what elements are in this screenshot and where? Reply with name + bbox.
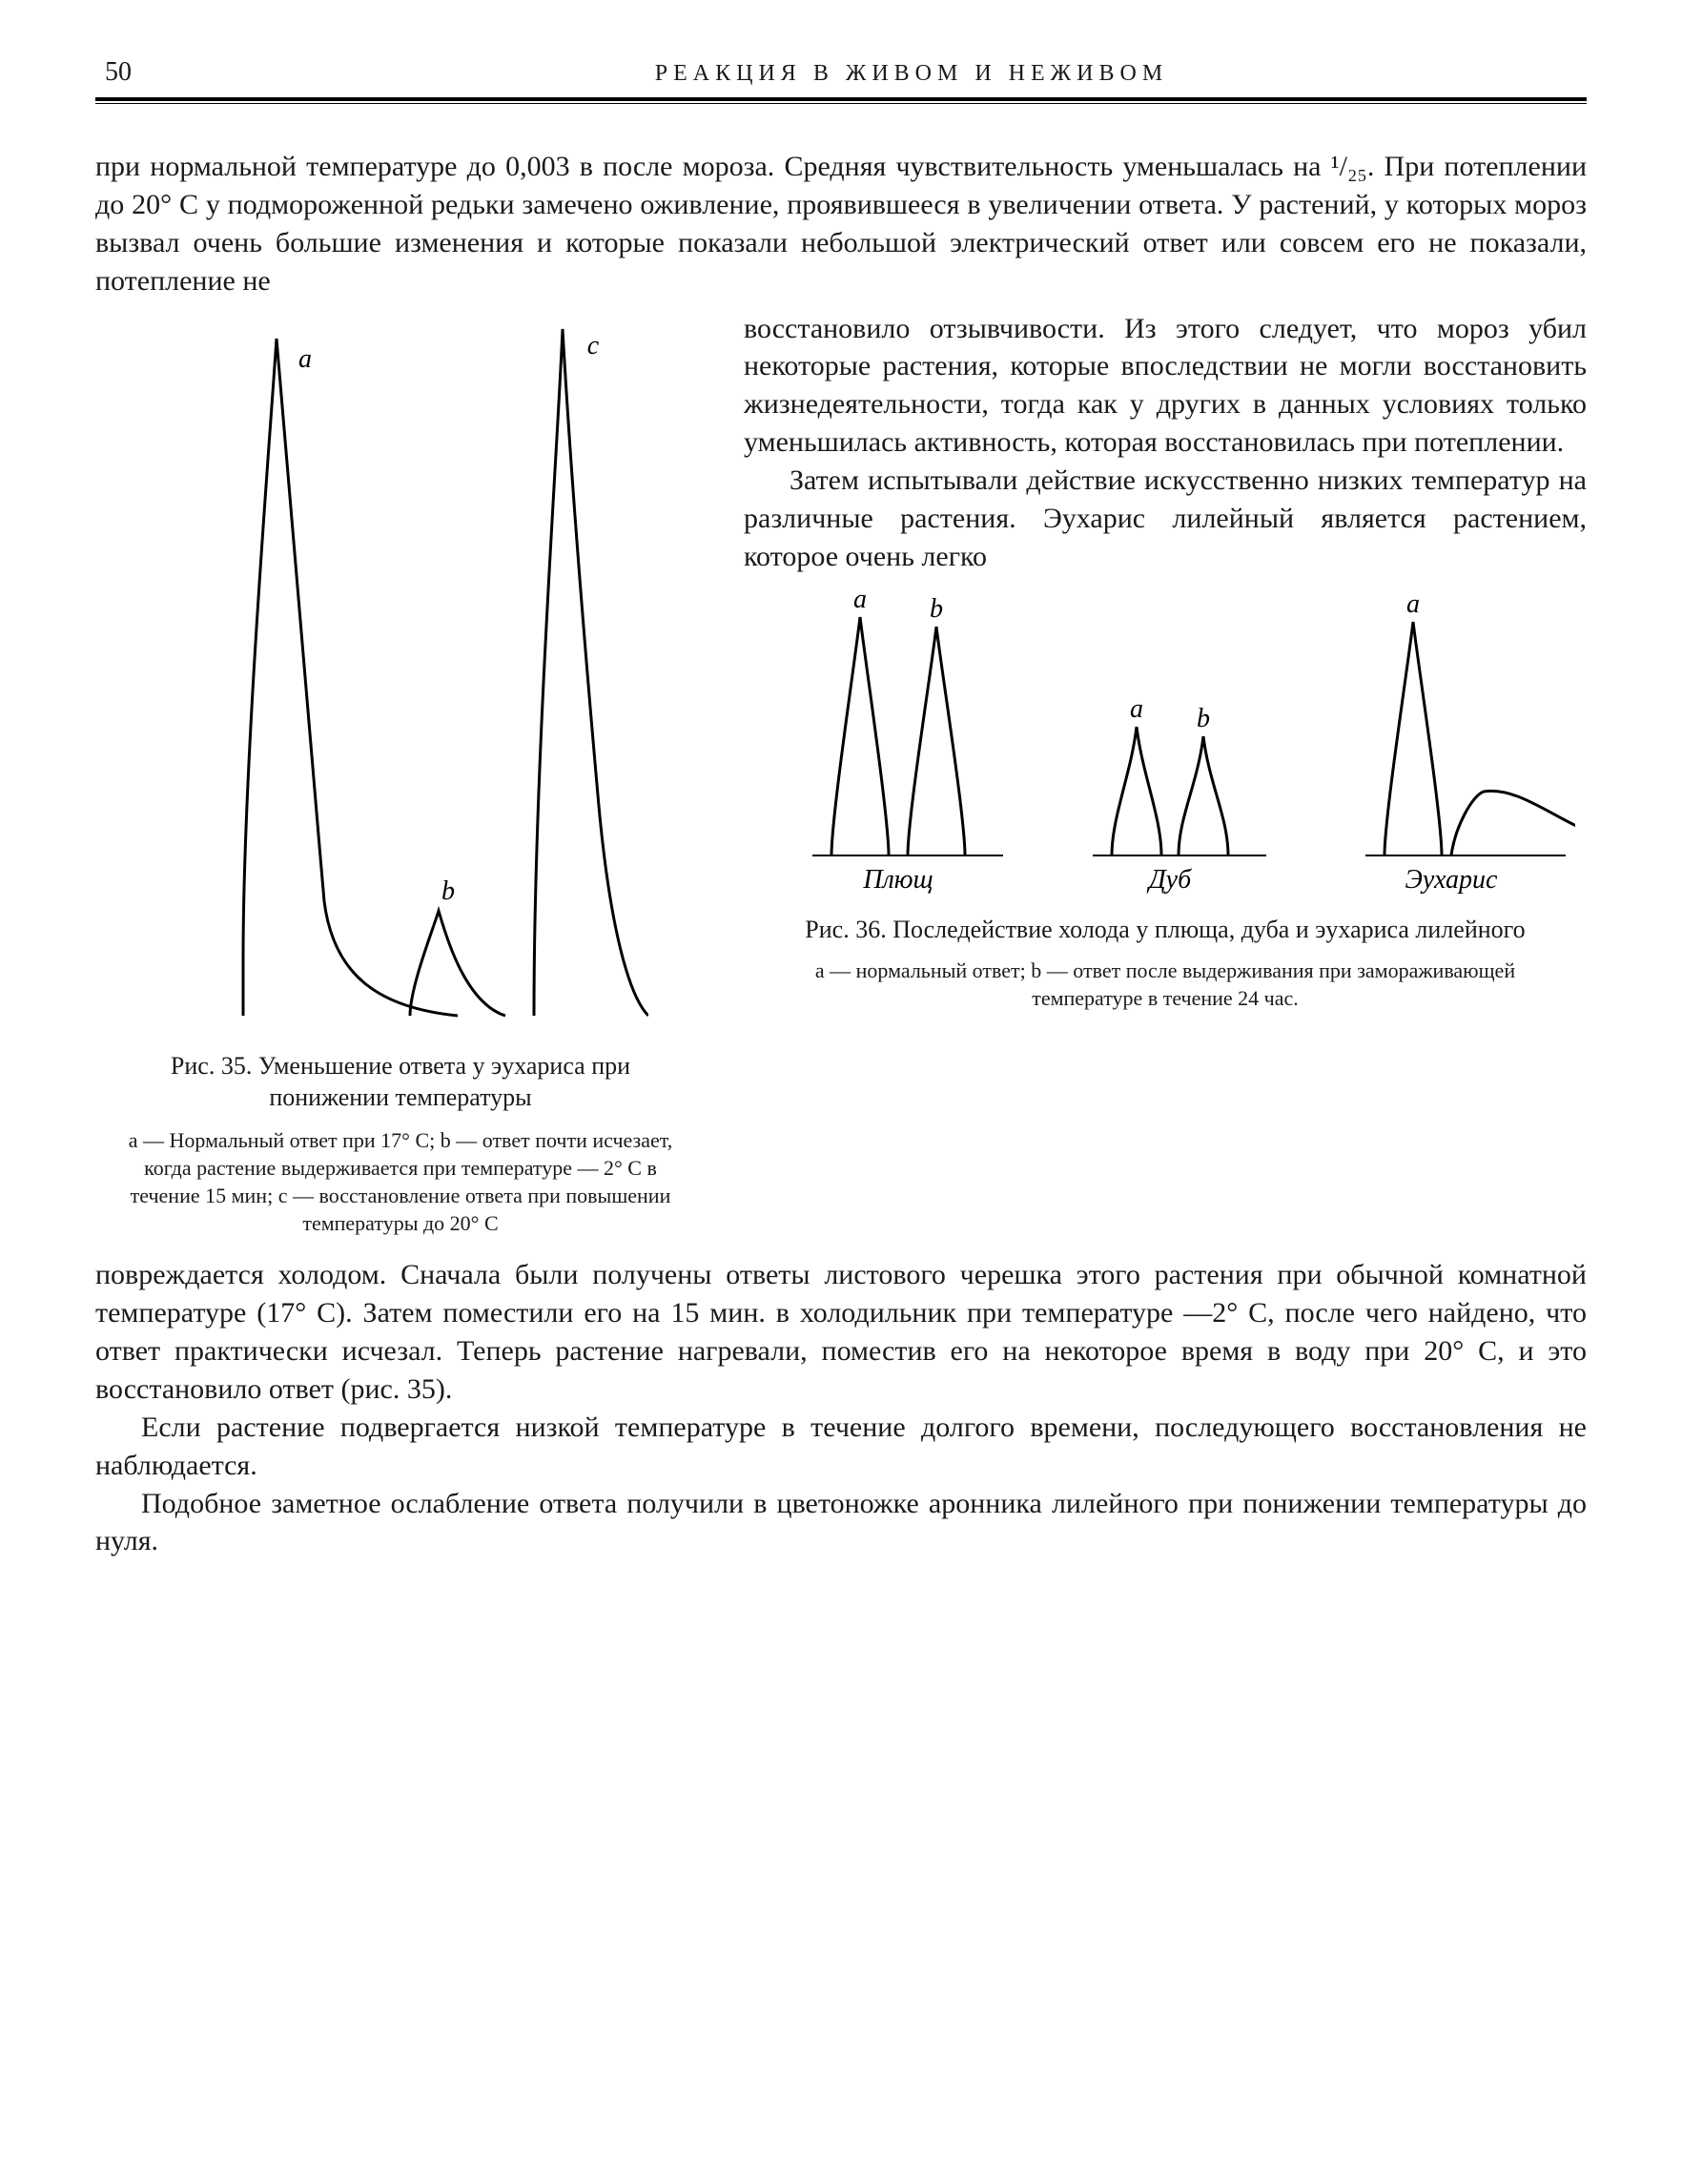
svg-text:b: b	[441, 876, 455, 906]
svg-text:a: a	[853, 593, 867, 614]
para-right-2: Затем испытывали действие искусственно н…	[744, 462, 1587, 576]
svg-text:c: c	[587, 331, 600, 361]
para-bottom-3: Подобное заметное ослабление ответа полу…	[95, 1485, 1587, 1561]
fig36-caption: Рис. 36. Последействие холода у плюща, д…	[753, 914, 1577, 945]
svg-text:b: b	[1197, 704, 1210, 733]
fig35-svg: a b c	[153, 310, 648, 1035]
rule-top-thin	[95, 103, 1587, 104]
svg-text:Дуб: Дуб	[1146, 865, 1192, 895]
svg-text:a: a	[1406, 593, 1420, 619]
svg-text:Эухарис: Эухарис	[1405, 865, 1498, 895]
svg-text:Плющ: Плющ	[862, 865, 933, 895]
page-number: 50	[105, 57, 132, 88]
svg-text:b: b	[930, 594, 943, 624]
fig36-subcaption: a — нормальный ответ; b — ответ после вы…	[763, 957, 1568, 1012]
rule-top-thick	[95, 97, 1587, 101]
fig36-svg: abПлющabДубabЭухарис	[755, 593, 1575, 898]
running-head: РЕАКЦИЯ В ЖИВОМ И НЕЖИВОМ	[284, 61, 1539, 87]
svg-text:a: a	[1130, 694, 1143, 724]
fig35-subcaption: a — Нормальный ответ при 17° С; b — отве…	[113, 1126, 688, 1237]
para-right-1: восстановило отзывчивости. Из этого след…	[744, 310, 1587, 463]
svg-text:a: a	[298, 344, 312, 374]
fig35-caption: Рис. 35. Уменьшение ответа у эухариса пр…	[130, 1050, 671, 1114]
para-bottom-2: Если растение подвергается низкой темпер…	[95, 1409, 1587, 1485]
para-top: при нормальной температуре до 0,003 в по…	[95, 148, 1587, 300]
para-bottom-1: повреждается холодом. Сначала были получ…	[95, 1256, 1587, 1409]
